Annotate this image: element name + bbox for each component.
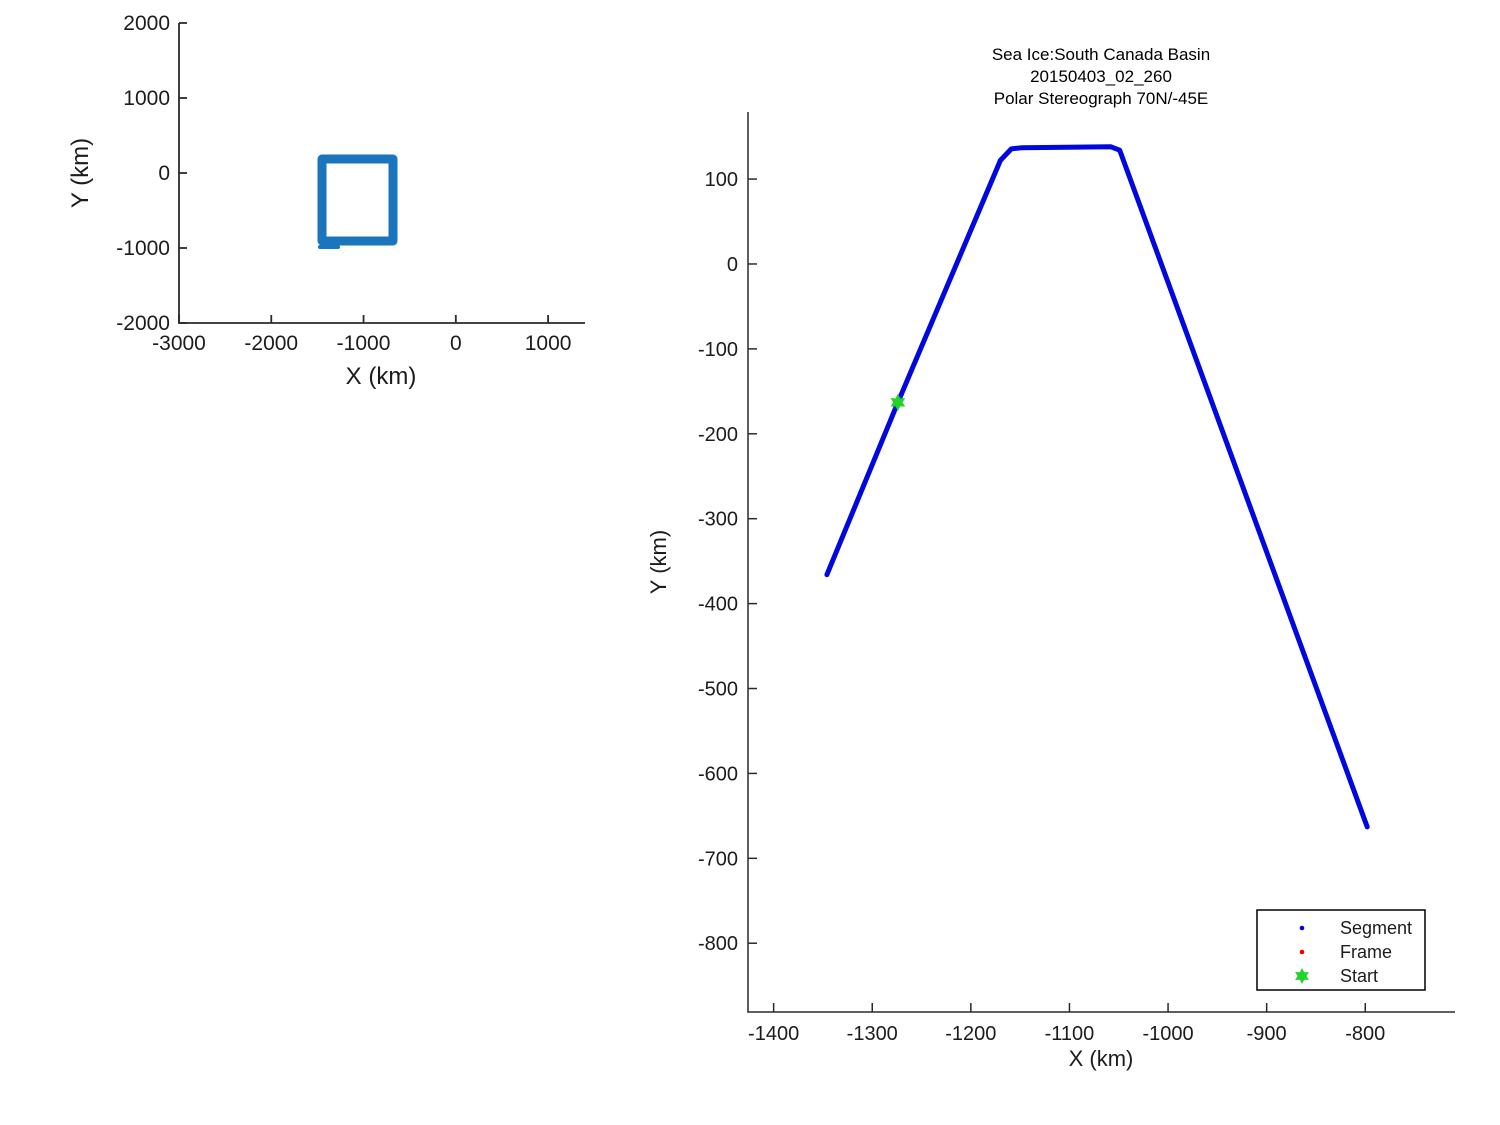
legend-marker-frame xyxy=(1299,949,1305,955)
overview-xaxis-label: X (km) xyxy=(346,363,417,390)
start-marker xyxy=(890,393,906,411)
overview-map-xtick-label: 1000 xyxy=(525,332,572,355)
trajectory-plot-xtick-label: -900 xyxy=(1247,1023,1287,1045)
overview-map-ytick-label: -2000 xyxy=(116,312,170,335)
trajectory-plot-segment-track xyxy=(824,144,1370,830)
legend-label-frame: Frame xyxy=(1340,942,1392,962)
trajectory-plot-ytick-label: -100 xyxy=(698,339,738,361)
trajectory-plot-xtick-label: -1400 xyxy=(748,1023,799,1045)
trajectory-title-line3: Polar Stereograph 70N/-45E xyxy=(994,89,1209,108)
overview-map-xtick-label: 0 xyxy=(450,332,462,355)
trajectory-plot-ytick-label: -500 xyxy=(698,679,738,701)
legend-marker-start xyxy=(1295,968,1309,984)
overview-map-ytick-label: 1000 xyxy=(123,87,170,110)
trajectory-plot-group: -1400 -1300 -1200 -1100 -1000 -900 -800 100 0 -10… xyxy=(698,112,1455,1045)
trajectory-plot-xtick-label: -1300 xyxy=(847,1023,898,1045)
trajectory-plot-xtick-label: -1100 xyxy=(1045,1023,1095,1045)
text-layer: X (km) Y (km) Sea Ice:South Canada Basin… xyxy=(67,45,1412,1071)
legend-marker-segment xyxy=(1299,925,1305,931)
legend-label-segment: Segment xyxy=(1340,918,1412,938)
trajectory-yaxis-label: Y (km) xyxy=(646,530,671,594)
overview-map-xtick-label: -1000 xyxy=(337,332,391,355)
trajectory-plot-xtick-label: -1000 xyxy=(1142,1023,1193,1045)
trajectory-plot-xtick-label: -800 xyxy=(1345,1023,1385,1045)
overview-map-ytick-label: -1000 xyxy=(116,237,170,260)
trajectory-plot-ytick-label: -400 xyxy=(698,594,738,616)
trajectory-plot-ytick-label: 0 xyxy=(727,254,738,276)
trajectory-plot-ytick-label: -800 xyxy=(698,933,738,955)
overview-map-xtick-label: -3000 xyxy=(152,332,206,355)
overview-map-ytick-label: 0 xyxy=(158,162,170,185)
overview-yaxis-label: Y (km) xyxy=(67,138,94,208)
trajectory-xaxis-label: X (km) xyxy=(1069,1046,1134,1071)
overview-map-ytick-label: 2000 xyxy=(123,12,170,35)
trajectory-plot-ytick-label: -200 xyxy=(698,424,738,446)
trajectory-title-line1: Sea Ice:South Canada Basin xyxy=(992,45,1210,64)
trajectory-plot-xtick-label: -1200 xyxy=(945,1023,996,1045)
overview-map-xtick-label: -2000 xyxy=(244,332,298,355)
trajectory-plot-ytick-label: -600 xyxy=(698,763,738,785)
overview-map-coverage-box xyxy=(317,154,398,246)
trajectory-title-line2: 20150403_02_260 xyxy=(1030,67,1172,86)
legend-label-start: Start xyxy=(1340,966,1378,986)
trajectory-plot-ytick-label: 100 xyxy=(705,169,738,191)
plots-render-layer: -3000 -2000 -1000 0 1000-2000-1000010002000-… xyxy=(116,12,1455,1045)
trajectory-plot-ytick-label: -300 xyxy=(698,509,738,531)
legend-box xyxy=(1256,909,1426,991)
trajectory-plot-ytick-label: -700 xyxy=(698,848,738,870)
